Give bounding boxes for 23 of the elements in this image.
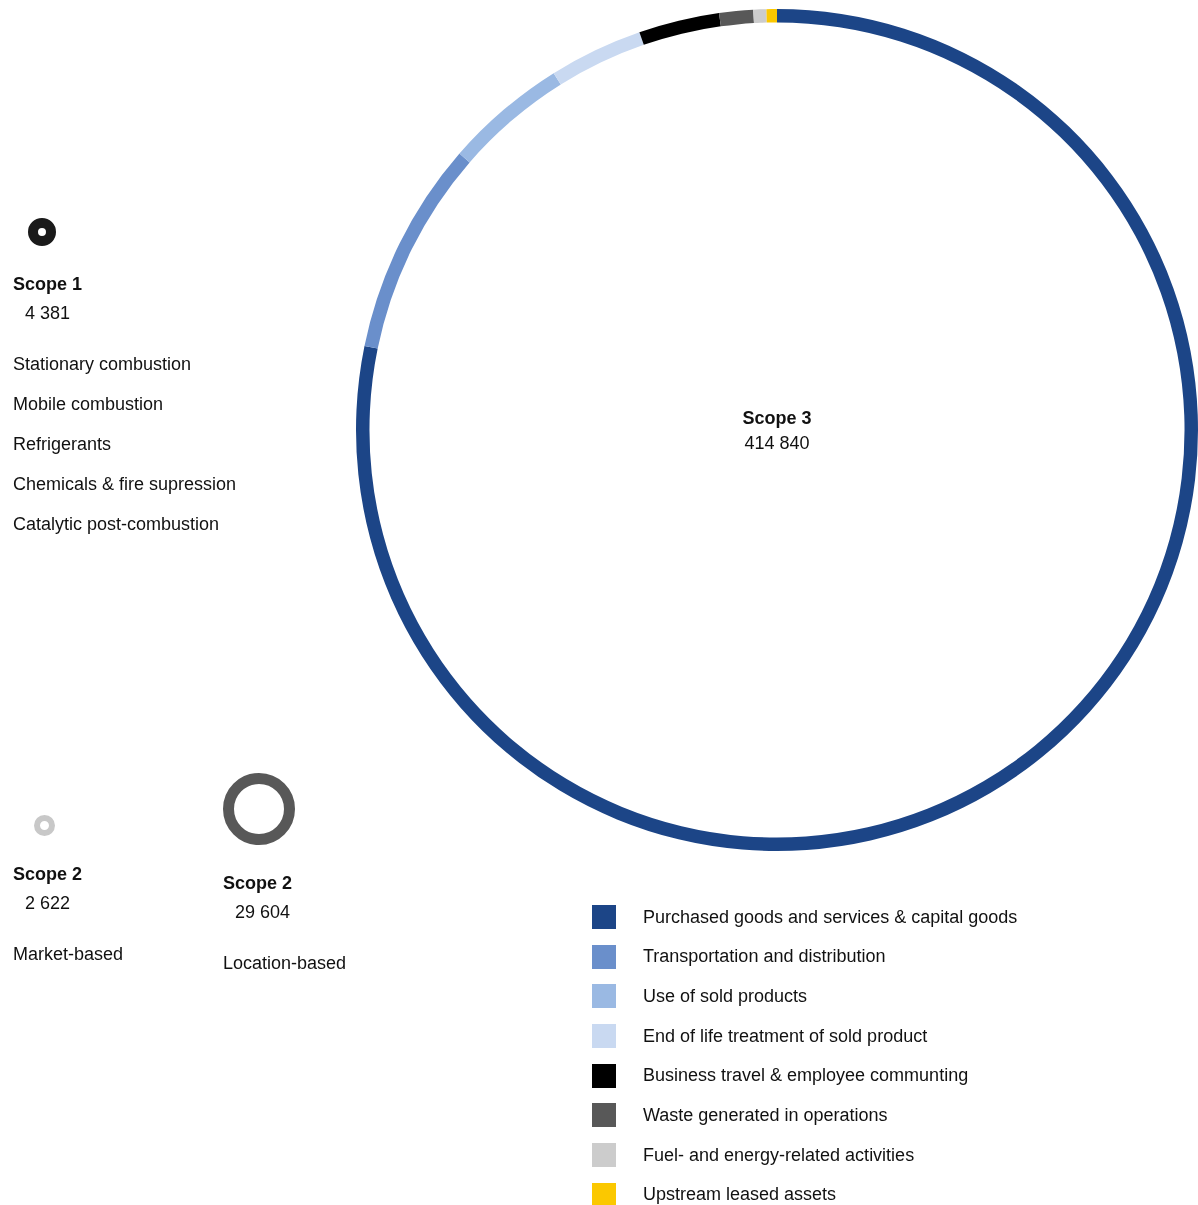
text: Scope 2 <box>13 864 83 884</box>
legend-label: Use of sold products <box>643 985 808 1007</box>
legend-label: Transportation and distribution <box>643 946 886 968</box>
legend-label: Purchased goods and services & capital goods <box>643 906 1018 928</box>
legend-label: Upstream leased assets <box>643 1184 837 1205</box>
text: Catalytic post-combustion <box>13 514 221 534</box>
text: Location-based <box>223 953 348 973</box>
text: 414 840 <box>743 433 811 454</box>
text: Stationary combustion <box>13 354 193 374</box>
text: Refrigerants <box>13 434 113 454</box>
text: Scope 3 <box>741 408 813 429</box>
text: 29 604 <box>235 902 292 923</box>
legend-label: Business travel & employee communting <box>643 1065 969 1087</box>
text: 2 622 <box>25 893 71 913</box>
text: Market-based <box>13 944 124 964</box>
legend-label: End of life treatment of sold product <box>643 1025 928 1047</box>
legend-label: Waste generated in operations <box>643 1104 888 1126</box>
legend-label: Fuel- and energy-related activities <box>643 1144 915 1166</box>
text: Chemicals & fire supression <box>13 474 238 494</box>
text: Scope 1 <box>13 274 84 295</box>
text: Scope 2 <box>223 873 294 894</box>
text: 4 381 <box>25 303 72 324</box>
text: Mobile combustion <box>13 394 165 414</box>
